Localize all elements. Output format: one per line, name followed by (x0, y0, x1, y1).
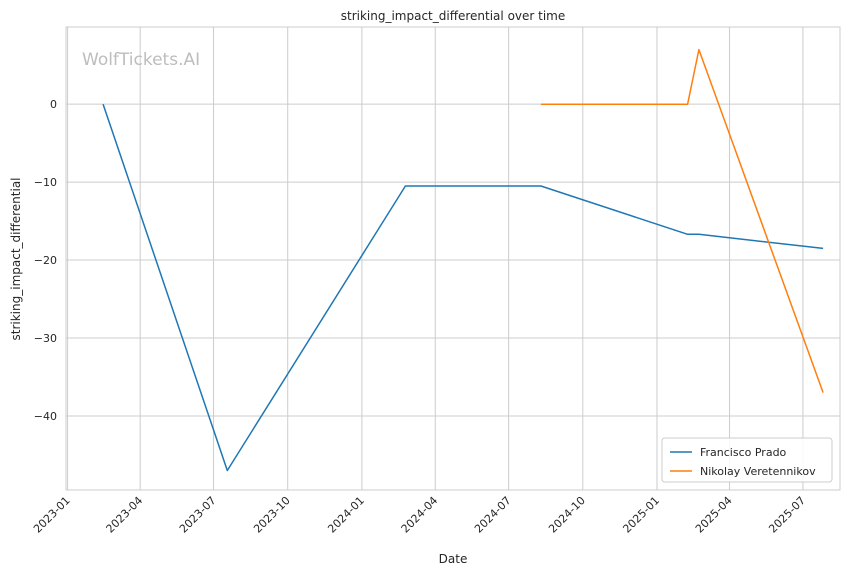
series-line-0 (102, 103, 824, 472)
legend-entry: Francisco Prado (700, 446, 787, 459)
legend: Francisco Prado Nikolay Veretennikov (661, 437, 833, 483)
y-tick-label: −30 (34, 332, 57, 345)
y-tick-label: −40 (34, 410, 57, 423)
series-lines (102, 48, 824, 472)
y-axis-title: striking_impact_differential (9, 177, 23, 340)
watermark: WolfTickets.AI (82, 50, 200, 70)
y-tick-label: −10 (34, 176, 57, 189)
gridlines (66, 27, 840, 490)
legend-box (661, 437, 833, 483)
x-axis-title: Date (439, 552, 468, 566)
plot-frame (65, 26, 841, 491)
y-tick-label: −20 (34, 254, 57, 267)
y-tick-label: 0 (50, 98, 57, 111)
chart-title: striking_impact_differential over time (341, 9, 566, 23)
series-line-1 (540, 48, 824, 393)
legend-entry: Nikolay Veretennikov (700, 465, 816, 478)
